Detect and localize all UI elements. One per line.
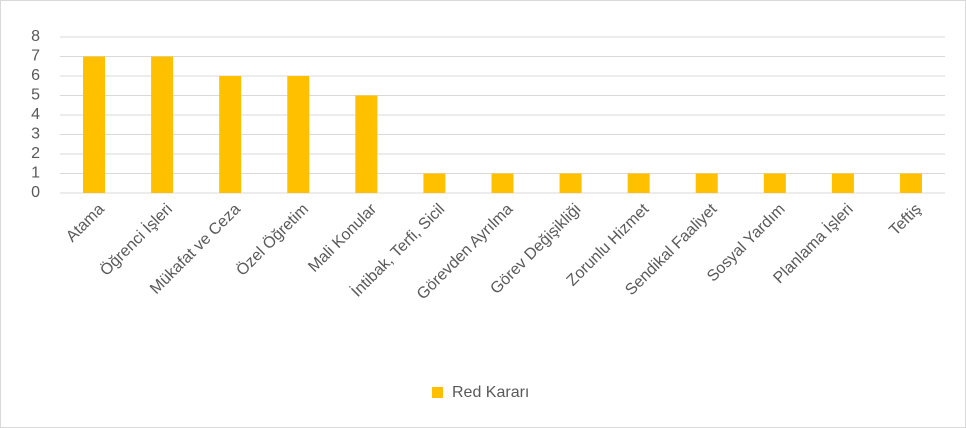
y-tick-label: 3	[31, 126, 40, 143]
y-tick-label: 0	[31, 184, 40, 201]
bar	[695, 173, 718, 193]
bar	[831, 173, 854, 193]
bar	[491, 173, 514, 193]
bar	[559, 173, 582, 193]
legend-label: Red Kararı	[452, 384, 529, 401]
bar	[219, 76, 242, 193]
bar	[423, 173, 446, 193]
y-tick-label: 6	[31, 67, 40, 84]
y-tick-label: 5	[31, 87, 40, 104]
bar	[355, 95, 378, 193]
y-tick-label: 4	[31, 106, 40, 123]
bar	[763, 173, 786, 193]
y-tick-label: 8	[31, 28, 40, 45]
bar	[627, 173, 650, 193]
bar	[899, 173, 922, 193]
bar	[287, 76, 310, 193]
y-tick-label: 1	[31, 165, 40, 182]
y-tick-label: 2	[31, 145, 40, 162]
legend-swatch	[432, 387, 443, 398]
bar	[83, 56, 106, 193]
bar	[151, 56, 174, 193]
y-tick-label: 7	[31, 48, 40, 65]
